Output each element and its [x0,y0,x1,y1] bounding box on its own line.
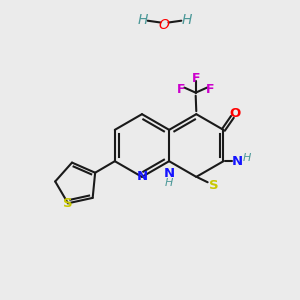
Text: O: O [229,107,240,120]
Text: H: H [165,178,173,188]
Text: S: S [63,197,73,210]
Text: H: H [137,13,148,26]
Text: S: S [209,179,218,192]
Text: F: F [191,72,200,85]
Text: F: F [206,82,214,96]
Text: O: O [159,18,170,32]
Text: N: N [164,167,175,180]
Text: F: F [177,82,186,96]
Text: H: H [242,153,250,163]
Text: H: H [181,13,192,26]
Text: N: N [136,170,148,183]
Text: N: N [231,155,242,168]
